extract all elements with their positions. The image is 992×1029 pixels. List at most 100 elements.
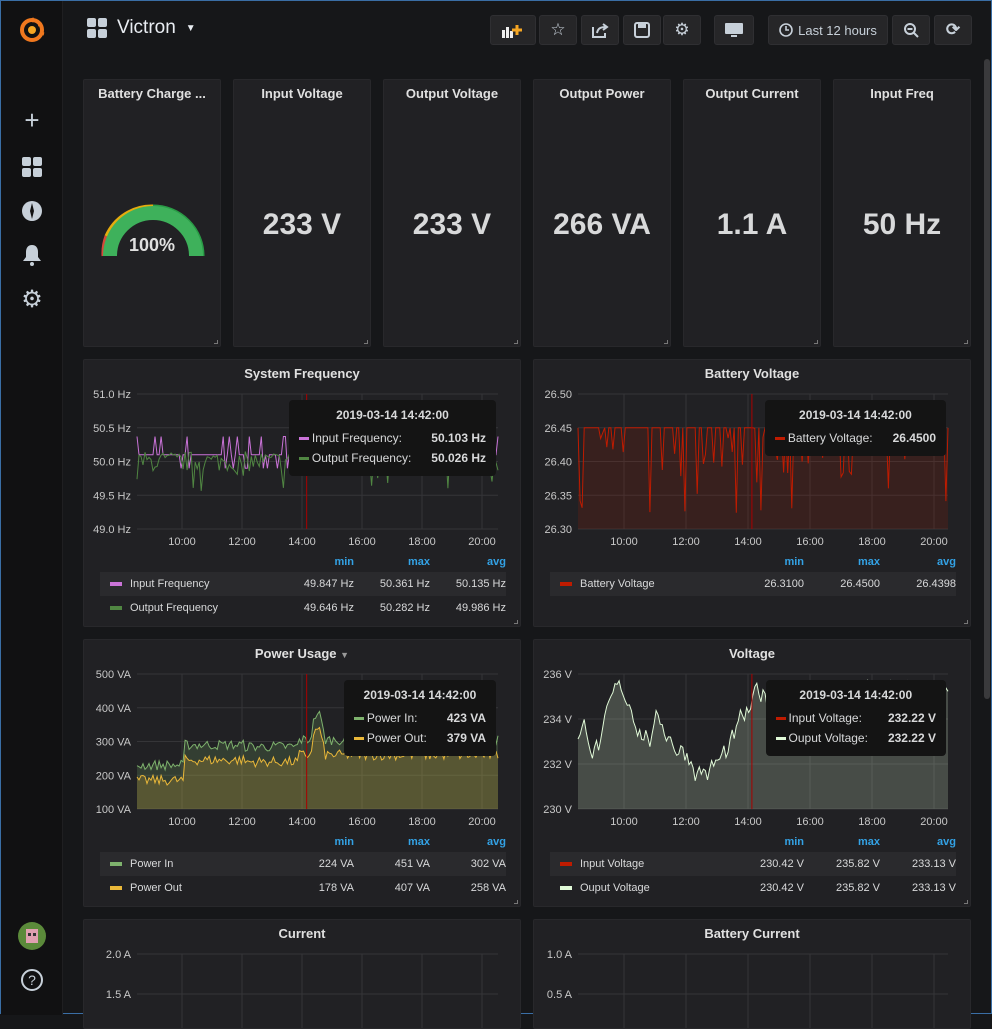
resize-handle[interactable] bbox=[814, 340, 818, 344]
legend-item[interactable]: Output Frequency 49.646 Hz 50.282 Hz 49.986… bbox=[100, 596, 506, 620]
graph-canvas[interactable]: 2.0 A 1.5 A bbox=[84, 920, 521, 1029]
help-icon[interactable]: ? bbox=[17, 965, 47, 995]
settings-button[interactable]: ⚙ bbox=[663, 15, 701, 45]
gear-icon[interactable]: ⚙ bbox=[21, 285, 43, 313]
stat-panel[interactable]: Input Voltage 233 V bbox=[233, 79, 371, 347]
graph-canvas[interactable]: 1.0 A 0.5 A bbox=[534, 920, 971, 1029]
legend-header-min[interactable]: min bbox=[784, 556, 804, 568]
resize-handle[interactable] bbox=[214, 340, 218, 344]
graph-panel[interactable]: Current 2.0 A 1.5 A bbox=[83, 919, 521, 1029]
stat-value: 1.1 A bbox=[716, 208, 788, 241]
panel-title[interactable]: Power Usage ▼ bbox=[254, 646, 350, 661]
refresh-button[interactable]: ⟳ bbox=[934, 15, 972, 45]
series-swatch[interactable] bbox=[560, 582, 572, 586]
legend-header-avg[interactable]: avg bbox=[487, 556, 506, 568]
resize-handle[interactable] bbox=[964, 340, 968, 344]
panel-title[interactable]: Output Power bbox=[559, 86, 645, 101]
legend-item[interactable]: Input Voltage 230.42 V 235.82 V 233.13 V bbox=[550, 852, 956, 876]
legend-header-avg[interactable]: avg bbox=[487, 836, 506, 848]
x-tick-label: 16:00 bbox=[796, 536, 824, 548]
graph-panel[interactable]: Power Usage ▼ 500 VA 400 VA 300 VA 200 VA 100… bbox=[83, 639, 521, 907]
legend-item[interactable]: Ouput Voltage 230.42 V 235.82 V 233.13 V bbox=[550, 876, 956, 900]
dashboard-picker[interactable]: Victron ▼ bbox=[87, 17, 196, 39]
dashboards-icon[interactable] bbox=[17, 152, 47, 182]
grafana-logo[interactable] bbox=[17, 15, 47, 45]
x-tick-label: 10:00 bbox=[168, 536, 196, 548]
legend-header-max[interactable]: max bbox=[857, 556, 880, 568]
legend-item[interactable]: Battery Voltage 26.3100 26.4500 26.4398 bbox=[550, 572, 956, 596]
add-panel-button[interactable] bbox=[490, 15, 536, 45]
series-swatch[interactable] bbox=[110, 862, 122, 866]
panel-title[interactable]: Input Voltage bbox=[261, 86, 343, 101]
y-tick-label: 1.0 A bbox=[547, 949, 573, 961]
stat-panel[interactable]: Output Current 1.1 A bbox=[683, 79, 821, 347]
legend-avg: 26.4398 bbox=[916, 578, 956, 590]
panel-title[interactable]: Battery Current bbox=[704, 926, 800, 941]
tooltip-time: 2019-03-14 14:42:00 bbox=[336, 408, 449, 422]
legend-item[interactable]: Power Out 178 VA 407 VA 258 VA bbox=[100, 876, 506, 900]
series-swatch[interactable] bbox=[110, 606, 122, 610]
panel-title[interactable]: Input Freq bbox=[870, 86, 934, 101]
stat-panel[interactable]: Output Voltage 233 V bbox=[383, 79, 521, 347]
legend-avg: 50.135 Hz bbox=[455, 578, 506, 590]
stat-panel[interactable]: Input Freq 50 Hz bbox=[833, 79, 971, 347]
graph-tooltip: 2019-03-14 14:42:00 Input Frequency: 50.10… bbox=[288, 400, 496, 476]
legend-header-max[interactable]: max bbox=[407, 836, 430, 848]
legend-header-min[interactable]: min bbox=[784, 836, 804, 848]
resize-handle[interactable] bbox=[514, 620, 518, 624]
series-swatch[interactable] bbox=[560, 886, 572, 890]
avatar[interactable] bbox=[17, 921, 47, 951]
graph-panel[interactable]: Voltage 236 V 234 V 232 V 230 V 10:00 12:00 14:… bbox=[533, 639, 971, 907]
resize-handle[interactable] bbox=[964, 900, 968, 904]
series-swatch[interactable] bbox=[110, 886, 122, 890]
legend-header-min[interactable]: min bbox=[334, 836, 354, 848]
legend-avg: 49.986 Hz bbox=[455, 602, 506, 614]
dashboards-icon bbox=[87, 18, 107, 38]
panel-title[interactable]: Current bbox=[278, 926, 326, 941]
legend-item[interactable]: Input Frequency 49.847 Hz 50.361 Hz 50.135 … bbox=[100, 572, 506, 596]
legend-header-avg[interactable]: avg bbox=[937, 836, 956, 848]
graph-panel[interactable]: Battery Voltage 26.50 26.45 26.40 26.35 26.30… bbox=[533, 359, 971, 627]
panel-title[interactable]: Battery Voltage bbox=[704, 366, 800, 381]
time-picker-button[interactable]: Last 12 hours bbox=[768, 15, 888, 45]
tv-mode-button[interactable] bbox=[714, 15, 754, 45]
y-tick-label: 234 V bbox=[543, 714, 572, 726]
resize-handle[interactable] bbox=[514, 340, 518, 344]
legend-header-avg[interactable]: avg bbox=[937, 556, 956, 568]
graph-canvas[interactable]: 26.50 26.45 26.40 26.35 26.30 10:00 12:00 14:00… bbox=[534, 360, 971, 560]
x-tick-label: 20:00 bbox=[920, 536, 948, 548]
graph-panel[interactable]: Battery Current 1.0 A 0.5 A bbox=[533, 919, 971, 1029]
explore-icon[interactable] bbox=[17, 196, 47, 226]
series-swatch[interactable] bbox=[110, 582, 122, 586]
graph-canvas[interactable]: 500 VA 400 VA 300 VA 200 VA 100 VA 10:00 12:00… bbox=[84, 640, 521, 840]
legend-header-max[interactable]: max bbox=[857, 836, 880, 848]
graph-panel[interactable]: System Frequency 51.0 Hz 50.5 Hz 50.0 Hz 49.… bbox=[83, 359, 521, 627]
resize-handle[interactable] bbox=[964, 620, 968, 624]
panel-title[interactable]: Output Voltage bbox=[405, 86, 499, 101]
panel-title[interactable]: Output Current bbox=[705, 86, 799, 101]
legend-min: 49.847 Hz bbox=[303, 578, 354, 590]
legend-header-min[interactable]: min bbox=[334, 556, 354, 568]
zoom-out-button[interactable] bbox=[892, 15, 930, 45]
series-swatch[interactable] bbox=[560, 862, 572, 866]
save-button[interactable] bbox=[623, 15, 661, 45]
bell-icon[interactable] bbox=[17, 240, 47, 270]
panel-title[interactable]: Battery Charge ... bbox=[98, 86, 206, 101]
panel-title[interactable]: System Frequency bbox=[244, 366, 360, 381]
resize-handle[interactable] bbox=[664, 340, 668, 344]
y-tick-label: 2.0 A bbox=[106, 949, 132, 961]
resize-handle[interactable] bbox=[364, 340, 368, 344]
plus-icon[interactable]: + bbox=[24, 104, 40, 135]
legend-header-max[interactable]: max bbox=[407, 556, 430, 568]
resize-handle[interactable] bbox=[514, 900, 518, 904]
stat-panel[interactable]: Output Power 266 VA bbox=[533, 79, 671, 347]
share-button[interactable] bbox=[581, 15, 619, 45]
x-tick-label: 20:00 bbox=[920, 816, 948, 828]
tooltip-row: Ouput Voltage: 232.22 V bbox=[775, 728, 936, 748]
panel-title[interactable]: Voltage bbox=[729, 646, 775, 661]
legend-item[interactable]: Power In 224 VA 451 VA 302 VA bbox=[100, 852, 506, 876]
scrollbar[interactable] bbox=[984, 59, 990, 699]
legend-min: 49.646 Hz bbox=[303, 602, 354, 614]
star-button[interactable]: ☆ bbox=[539, 15, 577, 45]
stat-panel[interactable]: Battery Charge ... 100% bbox=[83, 79, 221, 347]
